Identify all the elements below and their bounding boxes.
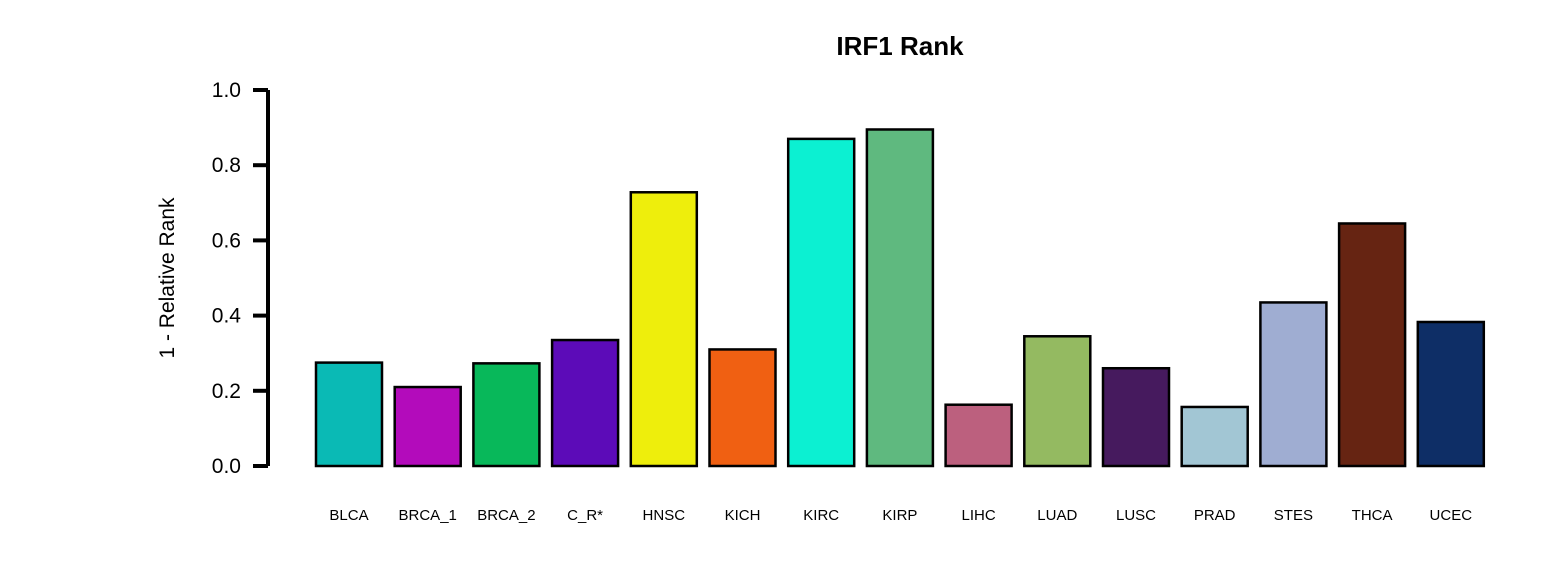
x-tick-label: LUSC xyxy=(1116,507,1156,524)
x-tick-label: STES xyxy=(1274,507,1313,524)
bar-hnsc xyxy=(629,191,699,468)
bar-lihc xyxy=(944,403,1013,468)
y-axis-label: 1 - Relative Rank xyxy=(156,197,179,359)
x-axis-tick-labels: BLCA BRCA_1 BRCA_2 C_R* HNSC KICH KIRC KIRP LIHC… xyxy=(329,507,1472,524)
bar-thca xyxy=(1337,222,1407,468)
bar-brca-2 xyxy=(472,362,541,468)
y-tick-label: 0.4 xyxy=(212,305,242,328)
x-tick-label: UCEC xyxy=(1430,507,1473,524)
x-tick-label: C_R* xyxy=(567,507,603,524)
bar-kirp xyxy=(865,128,935,468)
x-tick-label: KIRP xyxy=(882,507,917,524)
bar-c-r xyxy=(550,338,620,468)
bar-brca-1 xyxy=(393,385,462,468)
bar-kich xyxy=(708,348,777,468)
bar-lusc xyxy=(1101,366,1171,468)
x-tick-label: BRCA_1 xyxy=(399,507,457,524)
x-tick-label: LIHC xyxy=(962,507,996,524)
x-tick-label: LUAD xyxy=(1037,507,1077,524)
y-tick-label: 0.8 xyxy=(212,154,241,177)
bar-stes xyxy=(1259,301,1328,468)
y-tick-label: 0.0 xyxy=(212,455,241,478)
bar-luad xyxy=(1023,335,1092,468)
bar-prad xyxy=(1180,405,1249,468)
bars-group xyxy=(314,128,1486,468)
x-tick-label: BLCA xyxy=(329,507,368,524)
chart-title: IRF1 Rank xyxy=(836,31,964,61)
bar-blca xyxy=(314,361,384,468)
x-tick-label: PRAD xyxy=(1194,507,1236,524)
y-axis-ticks: 0.0 0.2 0.4 0.6 0.8 1.0 xyxy=(212,79,268,478)
y-tick-label: 0.2 xyxy=(212,380,241,403)
bar-kirc xyxy=(786,137,856,468)
x-tick-label: BRCA_2 xyxy=(477,507,535,524)
x-tick-label: KICH xyxy=(725,507,761,524)
y-tick-label: 1.0 xyxy=(212,79,241,102)
bar-ucec xyxy=(1416,320,1486,468)
x-tick-label: THCA xyxy=(1352,507,1393,524)
x-tick-label: KIRC xyxy=(803,507,839,524)
x-tick-label: HNSC xyxy=(643,507,686,524)
y-tick-label: 0.6 xyxy=(212,229,241,252)
